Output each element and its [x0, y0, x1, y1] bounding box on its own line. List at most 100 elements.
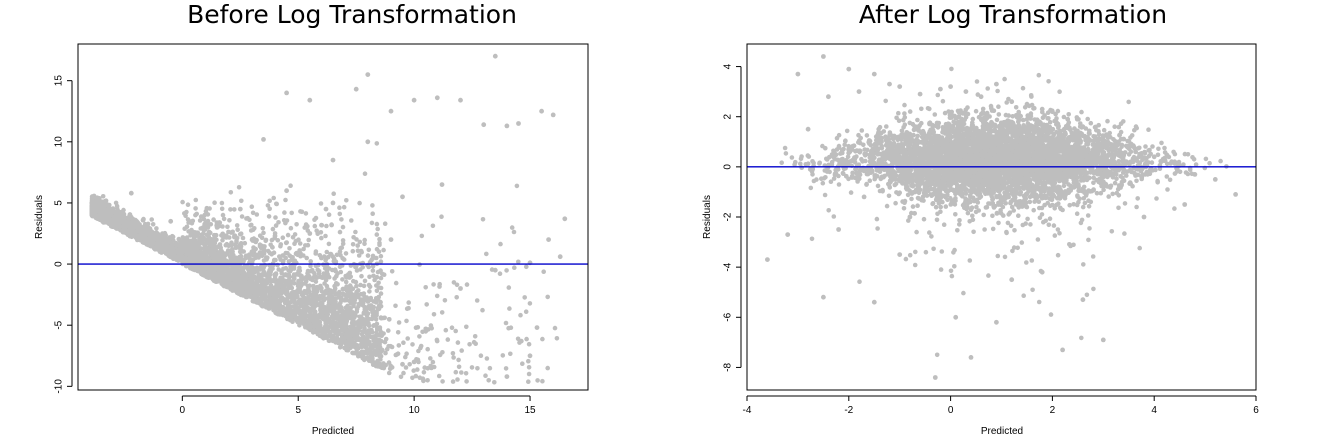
scatter-cloud-point — [297, 298, 302, 303]
scatter-cloud-point — [344, 275, 349, 280]
scatter-cloud-point — [273, 271, 279, 277]
scatter-cloud-point — [263, 237, 269, 243]
scatter-cloud-point — [395, 330, 401, 335]
scatter-cloud-point — [328, 251, 334, 257]
scatter-cloud-point — [288, 183, 293, 188]
scatter-cloud-point — [362, 307, 368, 312]
scatter-cloud-point — [249, 288, 255, 294]
scatter-cloud-point — [327, 292, 332, 297]
scatter-cloud-point — [344, 198, 349, 203]
scatter-cloud-point — [293, 304, 299, 310]
scatter-cloud-point — [374, 288, 380, 294]
scatter-cloud-point — [508, 325, 514, 331]
scatter-cloud-point — [383, 362, 389, 368]
scatter-cloud-point — [171, 238, 176, 243]
scatter-cloud-point — [185, 202, 191, 207]
scatter-cloud-point — [310, 330, 316, 335]
scatter-cloud-point — [267, 206, 273, 212]
scatter-cloud-point — [298, 319, 304, 325]
scatter-cloud-point — [541, 269, 546, 275]
scatter-cloud-point — [247, 279, 252, 285]
scatter-cloud-point — [520, 361, 525, 367]
scatter-cloud-point — [247, 267, 253, 272]
scatter-cloud-point — [350, 242, 356, 247]
scatter-cloud-point — [413, 325, 419, 331]
scatter-cloud-point — [373, 341, 378, 346]
scatter-cloud-point — [360, 265, 366, 270]
scatter-cloud-point — [526, 341, 532, 347]
scatter-cloud-point — [522, 295, 527, 300]
scatter-cloud-point — [398, 374, 404, 380]
scatter-cloud-point — [336, 292, 341, 297]
scatter-cloud-point — [254, 252, 260, 258]
scatter-cloud-point — [308, 259, 314, 264]
scatter-cloud-point — [404, 318, 409, 324]
scatter-cloud-point — [353, 229, 358, 235]
scatter-cloud-point — [250, 210, 256, 216]
scatter-cloud-point — [202, 225, 208, 231]
scatter-cloud-point — [340, 277, 345, 282]
scatter-cloud-point — [176, 236, 182, 242]
scatter-cloud-point — [410, 342, 415, 347]
scatter-cloud-point — [361, 291, 367, 296]
scatter-cloud-point — [375, 325, 380, 331]
scatter-cloud-point — [509, 225, 515, 230]
scatter-cloud-point — [285, 232, 291, 238]
scatter-cloud-point — [417, 334, 422, 339]
scatter-cloud-point — [318, 230, 324, 235]
scatter-cloud-point — [283, 250, 289, 256]
scatter-cloud-point — [228, 190, 234, 195]
scatter-cloud-point — [326, 299, 332, 305]
scatter-cloud-point — [378, 259, 384, 264]
scatter-cloud-point — [268, 242, 274, 248]
scatter-cloud-point — [378, 291, 384, 296]
scatter-cloud-point — [294, 250, 299, 256]
scatter-cloud-point — [486, 378, 492, 383]
scatter-cloud-point — [362, 237, 368, 243]
scatter-cloud-point — [403, 365, 409, 370]
scatter-cloud-point — [284, 240, 290, 245]
scatter-cloud-point — [379, 271, 385, 277]
scatter-cloud-point — [365, 253, 371, 258]
scatter-cloud-point — [255, 291, 261, 297]
scatter-cloud-point — [266, 248, 271, 254]
scatter-cloud-point — [453, 369, 459, 375]
scatter-cloud-point — [324, 255, 330, 261]
scatter-cloud-point — [299, 209, 305, 215]
scatter-cloud-point — [383, 336, 389, 342]
scatter-cloud-point — [245, 285, 251, 290]
scatter-cloud-point — [294, 222, 299, 227]
scatter-cloud-point — [257, 267, 263, 272]
scatter-cloud-point — [318, 201, 324, 206]
scatter-cloud-point — [454, 282, 460, 288]
scatter-cloud-point — [326, 212, 332, 217]
scatter-cloud-point — [262, 291, 267, 297]
scatter-cloud-point — [319, 235, 324, 241]
scatter-cloud-point — [326, 241, 332, 247]
scatter-cloud-point — [469, 365, 475, 370]
scatter-cloud-point — [273, 215, 278, 220]
scatter-cloud-point — [317, 315, 322, 320]
scatter-cloud-point — [382, 221, 388, 226]
scatter-cloud-point — [359, 273, 364, 279]
scatter-cloud-point — [370, 256, 375, 261]
scatter-cloud-point — [512, 265, 517, 271]
scatter-cloud-point — [517, 340, 522, 345]
scatter-cloud-point — [369, 316, 375, 322]
scatter-cloud-point — [455, 340, 461, 345]
scatter-cloud-point — [332, 286, 338, 291]
scatter-cloud-point — [367, 274, 372, 280]
scatter-cloud-point — [100, 194, 106, 199]
chart-before: Before Log Transformation 0 5 10 15 -10-505… — [34, 0, 589, 437]
scatter-cloud-point — [149, 217, 154, 222]
scatter-cloud-point — [357, 200, 362, 206]
scatter-cloud-point — [429, 326, 435, 331]
scatter-cloud-point — [368, 344, 374, 350]
scatter-cloud-point — [439, 214, 444, 219]
scatter-cloud-point — [371, 273, 376, 279]
scatter-cloud-point — [225, 224, 230, 230]
scatter-cloud-point — [375, 226, 381, 232]
scatter-cloud-point — [203, 244, 208, 250]
scatter-cloud-point — [277, 254, 282, 259]
scatter-cloud-point — [312, 223, 318, 229]
